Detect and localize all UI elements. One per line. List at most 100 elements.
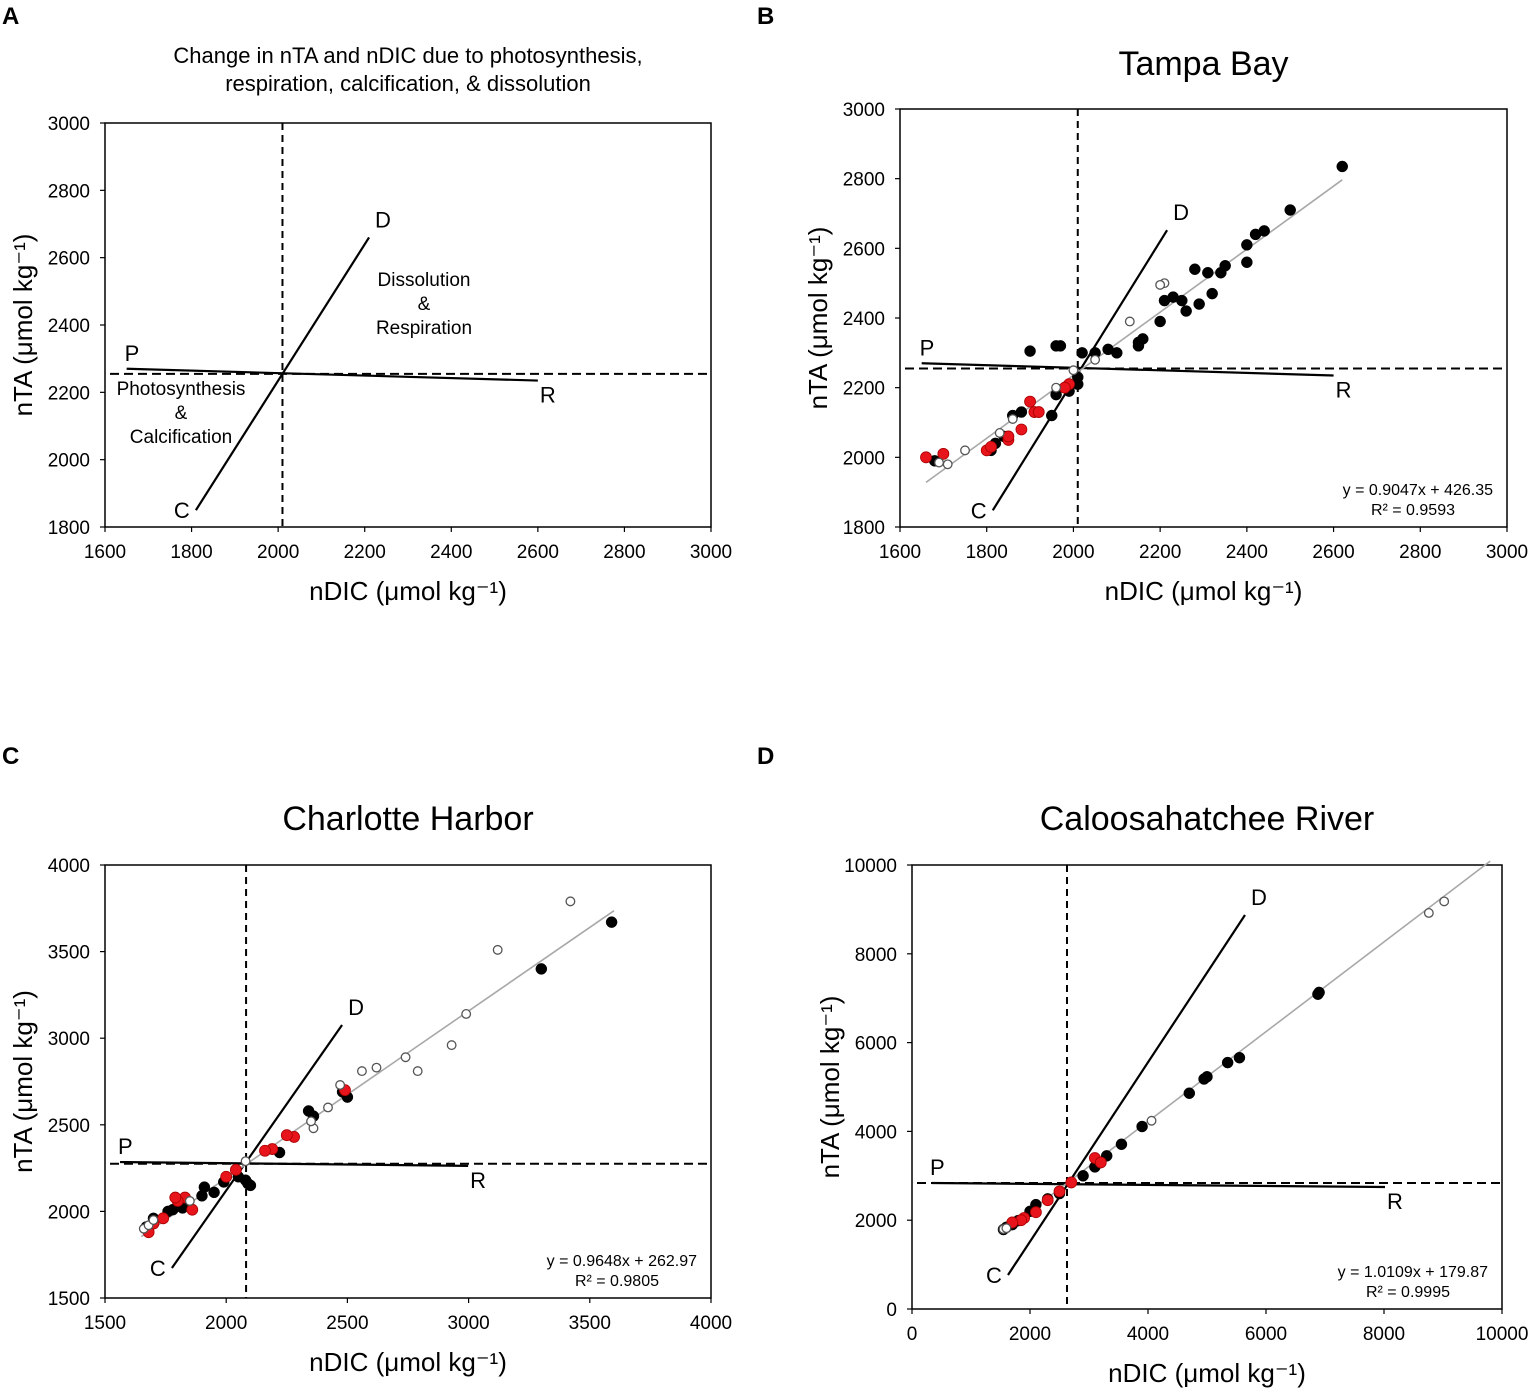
y-axis-label: nTA (μmol kg⁻¹) [815, 996, 845, 1179]
data-point-open [1007, 414, 1018, 424]
data-point-filled [1221, 1056, 1234, 1069]
y-tick-label: 1800 [843, 518, 885, 539]
y-tick-label: 8000 [855, 945, 897, 966]
x-tick-label: 1600 [879, 542, 921, 563]
data-point-red [1053, 1185, 1066, 1198]
x-tick-label: 10000 [1476, 1324, 1529, 1345]
data-point-open [1146, 1115, 1157, 1126]
data-point-filled [1077, 1170, 1089, 1182]
x-tick-label: 8000 [1363, 1324, 1405, 1345]
data-point-red [1041, 1194, 1054, 1207]
regression-equation: y = 1.0109x + 179.87 [1338, 1264, 1488, 1281]
x-tick-label: 2000 [1009, 1324, 1051, 1345]
y-tick-label: 2800 [843, 170, 885, 191]
x-tick-label: 0 [907, 1324, 918, 1345]
data-point-filled [1102, 343, 1114, 356]
data-point-filled [1046, 409, 1058, 422]
panel-d: D Caloosahatchee River 0 2000 4000 6000 8000 10… [757, 743, 1528, 1388]
x-tick-label: 1500 [84, 1313, 126, 1334]
x-tick-label: 1800 [966, 542, 1008, 563]
data-point-red [920, 451, 932, 464]
y-tick-label: 3000 [48, 1029, 90, 1050]
data-point-red [1024, 395, 1036, 408]
x-tick-label: 2000 [1052, 542, 1094, 563]
data-point-filled [1241, 239, 1253, 251]
data-point-open [1068, 365, 1079, 376]
y-axis-label: nTA (μmol kg⁻¹) [803, 227, 833, 410]
label-d: D [348, 995, 364, 1020]
x-tick-label: 3000 [1486, 542, 1528, 563]
chart-title: Caloosahatchee River [1040, 800, 1375, 838]
label-r: R [1387, 1189, 1403, 1214]
annotation-text: Photosynthesis [117, 379, 246, 400]
y-tick-label: 2200 [843, 379, 885, 400]
regression-equation: y = 0.9648x + 262.97 [547, 1253, 697, 1270]
regression-r2: R² = 0.9593 [1371, 502, 1455, 519]
x-tick-label: 4000 [690, 1313, 732, 1334]
data-point-filled [208, 1186, 220, 1199]
x-tick-label: 3000 [447, 1313, 489, 1334]
label-r: R [470, 1168, 486, 1193]
y-tick-label: 2600 [48, 249, 90, 270]
label-r: R [540, 383, 556, 408]
label-p: P [920, 335, 935, 360]
x-tick-label: 2200 [1139, 542, 1181, 563]
data-point-red [259, 1144, 271, 1157]
y-tick-label: 2000 [48, 1202, 90, 1223]
annotation-text: & [418, 294, 431, 315]
data-point-filled [1136, 1120, 1148, 1133]
data-point-filled [1215, 266, 1227, 279]
photosynthesis-respiration-line [921, 362, 1334, 377]
data-point-open [446, 1040, 457, 1051]
data-point-open [461, 1009, 472, 1019]
label-c: C [971, 498, 987, 523]
y-tick-label: 1500 [48, 1289, 90, 1310]
data-point-filled [1284, 204, 1296, 216]
y-tick-label: 2800 [48, 181, 90, 202]
x-tick-label: 2800 [603, 542, 645, 563]
label-d: D [375, 207, 391, 232]
data-point-red [157, 1212, 170, 1225]
y-axis-label: nTA (μmol kg⁻¹) [8, 990, 38, 1173]
data-point-open [371, 1062, 382, 1073]
y-tick-label: 2400 [48, 316, 90, 337]
x-tick-label: 2000 [257, 542, 299, 563]
data-point-red [280, 1129, 293, 1142]
plot-frame [911, 864, 1503, 1310]
data-point-filled [1132, 340, 1145, 352]
y-tick-label: 2000 [48, 451, 90, 472]
calcification-dissolution-line [171, 1024, 343, 1269]
data-point-open [942, 459, 953, 470]
data-point-open [1423, 908, 1434, 918]
data-point-open [335, 1080, 346, 1090]
label-d: D [1173, 200, 1189, 225]
photosynthesis-respiration-line [931, 1181, 1386, 1189]
x-tick-label: 2600 [517, 542, 559, 563]
label-c: C [174, 498, 190, 523]
regression-line [925, 179, 1343, 484]
data-point-red [186, 1203, 199, 1216]
data-point-open [934, 457, 944, 468]
data-point-open [492, 944, 503, 955]
data-point-filled [1313, 986, 1325, 999]
plot-frame [899, 108, 1508, 528]
data-point-red [220, 1170, 233, 1183]
data-point-filled [1154, 315, 1166, 328]
data-point-filled [1233, 1051, 1246, 1064]
x-axis-label: nDIC (μmol kg⁻¹) [309, 1347, 507, 1377]
annotation-text: Dissolution [378, 270, 471, 291]
data-point-open [994, 428, 1005, 438]
label-p: P [125, 341, 140, 366]
plot-frame [104, 864, 712, 1299]
data-point-open [1051, 382, 1062, 393]
data-point-filled [1241, 256, 1253, 269]
data-point-open [565, 896, 576, 907]
data-point-open [1124, 316, 1135, 327]
photosynthesis-respiration-line [120, 1160, 469, 1167]
data-point-open [240, 1156, 251, 1167]
x-tick-label: 2200 [344, 542, 386, 563]
data-point-filled [1115, 1138, 1128, 1151]
data-point-open [323, 1102, 333, 1113]
label-c: C [986, 1263, 1002, 1288]
